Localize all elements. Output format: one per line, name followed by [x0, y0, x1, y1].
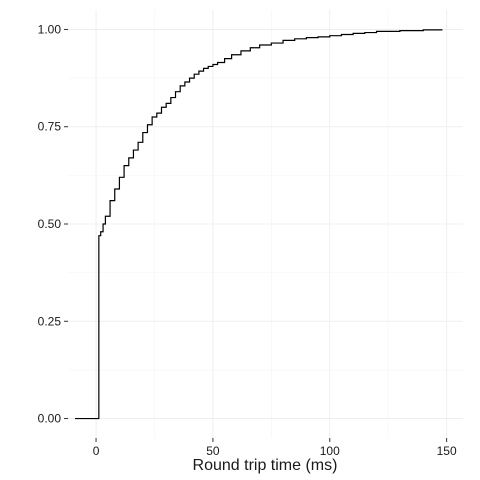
- y-axis: 0.00 0.25 0.50 0.75 1.00: [38, 22, 68, 426]
- x-axis-title: Round trip time (ms): [193, 457, 338, 474]
- ecdf-line: [75, 29, 443, 420]
- x-tick-label: 150: [437, 444, 457, 458]
- y-tick-label: 0.50: [38, 217, 62, 231]
- major-gridlines: [68, 10, 463, 438]
- x-tick-label: 0: [93, 444, 100, 458]
- y-tick-label: 0.00: [38, 412, 62, 426]
- y-tick-label: 0.75: [38, 120, 62, 134]
- y-tick-label: 1.00: [38, 22, 62, 36]
- y-tick-label: 0.25: [38, 314, 62, 328]
- x-axis: 0 50 100 150: [93, 438, 457, 458]
- x-tick-label: 100: [320, 444, 340, 458]
- x-tick-label: 50: [206, 444, 220, 458]
